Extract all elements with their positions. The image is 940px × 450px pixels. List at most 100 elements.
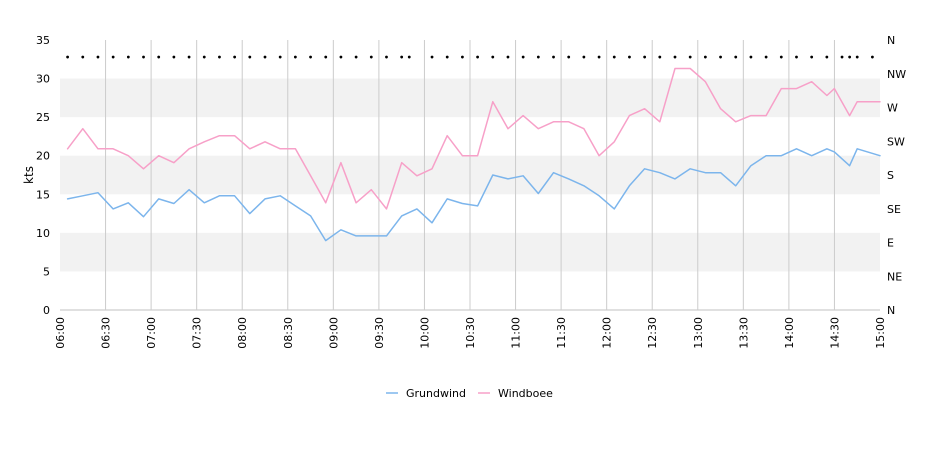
y2-axis-ticks: N NE E SE S SW W NW N: [887, 34, 906, 317]
direction-marker: [218, 55, 221, 59]
direction-marker: [66, 55, 69, 59]
direction-marker: [521, 55, 525, 59]
direction-marker: [871, 55, 874, 59]
x-tick-label: 11:30: [555, 317, 568, 349]
y2-tick-label: E: [887, 237, 894, 250]
x-tick-label: 06:00: [54, 317, 67, 349]
y-tick-label: 0: [43, 304, 50, 317]
series-line-grundwind: [66, 148, 881, 242]
direction-marker: [339, 55, 343, 59]
y2-tick-label: NW: [887, 68, 906, 81]
y-tick-label: 35: [36, 34, 50, 47]
direction-marker: [764, 55, 768, 59]
legend[interactable]: Grundwind Windboee: [386, 387, 553, 400]
y-tick-label: 20: [36, 150, 50, 163]
x-tick-label: 10:30: [464, 317, 477, 349]
direction-marker: [354, 55, 358, 59]
x-tick-label: 08:30: [282, 317, 295, 349]
direction-marker: [552, 55, 555, 59]
direction-marker: [293, 55, 297, 59]
direction-marker: [445, 55, 449, 59]
legend-label-grundwind[interactable]: Grundwind: [406, 387, 466, 400]
direction-marker: [430, 55, 434, 59]
x-tick-label: 12:00: [601, 317, 614, 349]
direction-marker: [810, 55, 814, 59]
direction-marker: [673, 55, 677, 59]
y-tick-label: 5: [43, 265, 50, 278]
y-tick-label: 30: [36, 73, 50, 86]
direction-marker: [643, 55, 647, 59]
direction-marker: [688, 55, 692, 59]
direction-marker: [567, 55, 571, 59]
y2-tick-label: NE: [887, 270, 902, 283]
y-tick-label: 10: [36, 227, 50, 240]
direction-marker: [385, 55, 388, 59]
direction-marker: [779, 55, 783, 59]
direction-marker: [142, 55, 145, 59]
direction-marker: [658, 55, 662, 59]
direction-marker: [476, 55, 479, 59]
y2-tick-label: SW: [887, 135, 905, 148]
x-tick-label: 14:30: [828, 317, 841, 349]
direction-marker: [248, 55, 252, 59]
direction-marker: [848, 55, 852, 59]
y-tick-label: 25: [36, 111, 50, 124]
y2-tick-label: SE: [887, 203, 901, 216]
y-axis-title: kts: [22, 166, 36, 184]
direction-marker: [749, 55, 753, 59]
direction-markers: [66, 55, 874, 59]
x-tick-label: 13:30: [737, 317, 750, 349]
direction-marker: [369, 55, 373, 59]
direction-marker: [536, 55, 540, 59]
direction-marker: [491, 55, 495, 59]
x-tick-label: 07:00: [145, 317, 158, 349]
x-tick-label: 09:00: [327, 317, 340, 349]
x-tick-label: 14:00: [783, 317, 796, 349]
direction-marker: [172, 55, 176, 59]
x-tick-label: 10:00: [418, 317, 431, 349]
y2-tick-label: W: [887, 102, 898, 115]
direction-marker: [278, 55, 282, 59]
direction-marker: [202, 55, 206, 59]
direction-marker: [111, 55, 115, 59]
direction-marker: [719, 55, 722, 59]
series-lines: [66, 67, 881, 242]
direction-marker: [855, 55, 859, 59]
direction-marker: [461, 55, 464, 59]
series-line-windboee: [66, 67, 881, 210]
y-tick-label: 15: [36, 188, 50, 201]
direction-marker: [597, 55, 601, 59]
x-tick-label: 12:30: [646, 317, 659, 349]
direction-marker: [400, 55, 404, 59]
direction-marker: [628, 55, 631, 59]
y2-tick-label: S: [887, 169, 894, 182]
direction-marker: [187, 55, 191, 59]
x-tick-label: 15:00: [874, 317, 887, 349]
direction-marker: [309, 55, 312, 59]
x-tick-label: 07:30: [191, 317, 204, 349]
x-tick-label: 06:30: [100, 317, 113, 349]
direction-marker: [825, 55, 829, 59]
direction-marker: [126, 55, 130, 59]
direction-marker: [612, 55, 616, 59]
direction-marker: [840, 55, 844, 59]
legend-label-windboee[interactable]: Windboee: [498, 387, 553, 400]
x-axis-ticks: 06:00 06:30 07:00 07:30 08:00 08:30 09:00 09:30…: [54, 317, 887, 349]
x-tick-label: 11:00: [510, 317, 523, 349]
direction-marker: [407, 55, 411, 59]
direction-marker: [795, 55, 798, 59]
x-tick-label: 09:30: [373, 317, 386, 349]
direction-marker: [703, 55, 707, 59]
direction-marker: [263, 55, 267, 59]
direction-marker: [81, 55, 85, 59]
direction-marker: [582, 55, 586, 59]
direction-marker: [324, 55, 328, 59]
direction-marker: [233, 55, 237, 59]
x-tick-label: 13:00: [692, 317, 705, 349]
x-tick-label: 08:00: [236, 317, 249, 349]
y2-tick-label: N: [887, 34, 895, 47]
y-axis-ticks: 0 5 10 15 20 25 30 35: [36, 34, 50, 317]
y2-tick-label: N: [887, 304, 895, 317]
direction-marker: [96, 55, 100, 59]
